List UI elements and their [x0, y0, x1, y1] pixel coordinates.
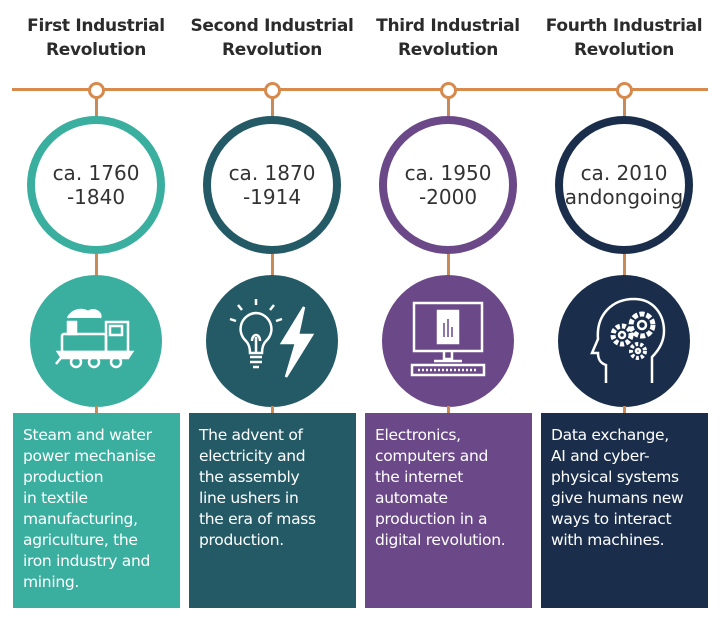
computer-icon: [404, 299, 492, 383]
description-box: The advent of electricity and the assembly…: [189, 413, 356, 608]
period-circle: ca. 2010 andongoing: [555, 116, 693, 254]
description-box: Steam and water power mechanise production…: [13, 413, 180, 608]
description-line: manufacturing,: [23, 510, 138, 528]
connector: [271, 406, 274, 414]
description-line: Electronics,: [375, 426, 461, 444]
connector: [623, 254, 626, 276]
icon-circle: [382, 275, 514, 407]
description-line: digital revolution.: [375, 531, 506, 549]
connector: [623, 406, 626, 414]
connector: [447, 93, 450, 119]
description-line: in textile: [23, 489, 88, 507]
description-line: power mechanise: [23, 447, 156, 465]
period-circle: ca. 1760 -1840: [27, 116, 165, 254]
revolution-title: Third Industrial Revolution: [376, 16, 520, 60]
description-line: production: [23, 468, 104, 486]
steam-locomotive-icon: [54, 304, 138, 378]
connector: [623, 93, 626, 119]
description-line: automate: [375, 489, 448, 507]
description-line: The advent of: [199, 426, 303, 444]
description-line: the era of mass: [199, 510, 316, 528]
description-box: Electronics, computers and the internet aut…: [365, 413, 532, 608]
description-line: production.: [199, 531, 284, 549]
timeline-node: [264, 82, 281, 99]
description-line: production in a: [375, 510, 488, 528]
icon-circle: [558, 275, 690, 407]
description-line: electricity and: [199, 447, 306, 465]
icon-circle: [30, 275, 162, 407]
timeline-line: [12, 88, 708, 91]
connector: [447, 254, 450, 276]
period-circle: ca. 1950 -2000: [379, 116, 517, 254]
connector: [95, 254, 98, 276]
connector: [271, 93, 274, 119]
description-line: AI and cyber-: [551, 447, 650, 465]
description-line: iron industry and: [23, 552, 151, 570]
description-box: Data exchange, AI and cyber-physical syst…: [541, 413, 708, 608]
icon-circle: [206, 275, 338, 407]
connector: [271, 254, 274, 276]
revolution-title: Second Industrial Revolution: [190, 16, 354, 60]
description-line: Data exchange,: [551, 426, 669, 444]
description-line: line ushers in: [199, 489, 299, 507]
description-line: Steam and water: [23, 426, 152, 444]
revolution-title: Fourth Industrial Revolution: [545, 16, 703, 60]
description-line: the assembly: [199, 468, 300, 486]
description-line: ways to interact: [551, 510, 672, 528]
revolution-title: First Industrial Revolution: [27, 16, 165, 60]
connector: [447, 406, 450, 414]
period-circle: ca. 1870 -1914: [203, 116, 341, 254]
timeline-node: [440, 82, 457, 99]
description-line: the internet: [375, 468, 464, 486]
connector: [95, 406, 98, 414]
head-gears-icon: [582, 291, 666, 391]
description-line: mining.: [23, 573, 80, 591]
timeline-node: [88, 82, 105, 99]
lightbulb-lightning-icon: [224, 297, 320, 385]
description-line: physical systems: [551, 468, 679, 486]
connector: [95, 93, 98, 119]
description-line: with machines.: [551, 531, 665, 549]
description-line: computers and: [375, 447, 489, 465]
description-line: agriculture, the: [23, 531, 138, 549]
timeline-node: [616, 82, 633, 99]
description-line: give humans new: [551, 489, 684, 507]
